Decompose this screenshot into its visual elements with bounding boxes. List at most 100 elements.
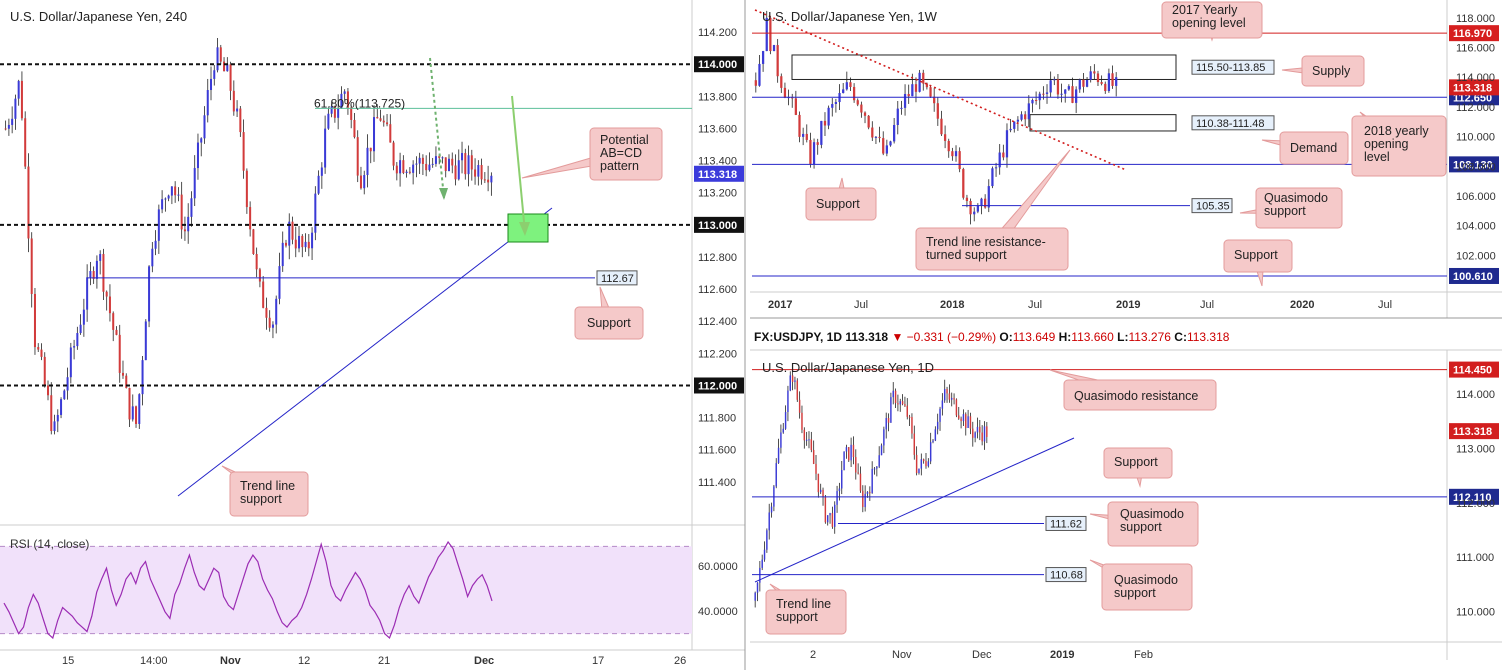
daily-candle — [770, 506, 773, 513]
callout-abcd-text: AB=CD — [600, 146, 642, 160]
daily-candle — [841, 470, 843, 489]
weekly-candle — [1085, 79, 1089, 87]
callout-qm-weekly-text: Quasimodo — [1264, 191, 1328, 205]
level-tag: 112.110 — [1453, 492, 1492, 504]
daily-candle — [834, 504, 836, 527]
y-tick-4h: 111.800 — [698, 413, 736, 425]
daily-candle — [951, 397, 953, 400]
weekly-candle — [849, 82, 852, 87]
h4-candle — [447, 158, 451, 171]
h4-candle — [418, 157, 421, 164]
h4-candle — [174, 186, 177, 196]
daily-candle — [777, 447, 780, 464]
daily-candle — [817, 473, 820, 493]
h4-candle — [379, 118, 382, 121]
weekly-candle — [947, 140, 950, 152]
h4-candle — [291, 221, 294, 240]
h4-candle — [412, 164, 415, 173]
daily-candle — [929, 442, 932, 462]
h4-candle — [242, 132, 245, 171]
y-tick-daily: 112.000 — [1456, 498, 1495, 510]
h4-candle — [118, 334, 121, 373]
level-tag: 114.000 — [698, 59, 737, 71]
h4-candle — [232, 90, 235, 112]
ohlc-symbol: FX:USDJPY, 1D — [754, 330, 842, 344]
daily-candle — [761, 559, 763, 568]
h4-candle — [151, 248, 154, 267]
h4-candle — [46, 385, 50, 396]
callout-trend-weekly-text: turned support — [926, 248, 1007, 262]
h4-candle — [108, 296, 111, 314]
weekly-candle — [900, 107, 903, 109]
daily-candle — [852, 444, 855, 458]
y-tick-weekly: 110.000 — [1456, 132, 1495, 144]
weekly-candle — [1031, 99, 1034, 104]
support-label-bg — [596, 270, 638, 286]
h4-candle — [128, 387, 131, 420]
h4-candle — [461, 153, 464, 161]
ohlc-o_label: O: — [999, 330, 1012, 344]
x-tick-weekly: 2018 — [940, 299, 964, 311]
h4-candle — [252, 229, 255, 255]
weekly-candle — [1056, 79, 1060, 95]
h4-candle — [56, 414, 59, 422]
y-tick-weekly: 112.000 — [1456, 102, 1495, 114]
weekly-candle — [1078, 79, 1081, 90]
daily-candle — [855, 457, 857, 473]
h4-candle — [73, 346, 76, 348]
daily-candle — [803, 429, 806, 441]
h4-candle — [470, 155, 473, 170]
daily-candle — [976, 426, 979, 433]
daily-candle — [871, 468, 873, 494]
h4-candle — [105, 291, 108, 297]
level-tag: 112.000 — [698, 380, 737, 392]
y-tick-weekly: 114.000 — [1456, 72, 1495, 84]
h4-candle — [219, 47, 222, 62]
h4-candle — [441, 157, 444, 159]
callout-trend-4h — [221, 465, 309, 517]
h4-candle — [405, 171, 408, 173]
weekly-candle — [907, 93, 910, 97]
h4-candle — [95, 260, 98, 279]
level-tag: 116.970 — [1453, 28, 1492, 40]
daily-candle — [880, 445, 883, 456]
callout-support2-weekly — [1223, 239, 1293, 287]
weekly-candle — [893, 124, 896, 142]
daily-candle — [824, 497, 827, 523]
h4-candle — [20, 80, 23, 119]
level-tag-bg — [694, 377, 744, 394]
callout-cover — [1105, 449, 1171, 477]
h4-candle — [275, 298, 278, 325]
ohlc-c: 113.318 — [1187, 330, 1230, 344]
x-tick-weekly: 2017 — [768, 299, 792, 311]
callout-qm-res-text: Quasimodo resistance — [1074, 389, 1198, 403]
callout-support-weekly — [805, 177, 877, 221]
daily-candle — [780, 432, 782, 448]
callout-trend-weekly — [915, 149, 1071, 271]
h4-candle — [33, 293, 36, 348]
callout-cover — [1163, 3, 1261, 37]
daily-candle — [953, 397, 955, 400]
level-tag-bg — [1449, 25, 1499, 42]
daily-candle — [969, 416, 972, 429]
weekly-candle — [914, 84, 918, 92]
last-price-tag-bg — [1449, 423, 1499, 440]
y-tick-weekly: 118.000 — [1456, 13, 1495, 25]
h4-candle — [30, 238, 33, 294]
h4-candle — [262, 281, 265, 308]
h4-candle — [50, 395, 53, 432]
weekly-candle — [809, 139, 812, 165]
weekly-candle — [1111, 73, 1114, 86]
x-tick-4h: 14:00 — [140, 655, 168, 667]
weekly-candle — [896, 108, 899, 125]
daily-candle — [897, 403, 899, 405]
weekly-candle — [933, 96, 936, 104]
h4-candle — [255, 254, 258, 270]
level-tag: 108.130 — [1453, 159, 1493, 171]
callout-2017 — [1161, 1, 1263, 42]
daily-candle — [955, 399, 958, 416]
daily-candle — [836, 491, 838, 505]
x-tick-4h: Nov — [220, 655, 242, 667]
weekly-candle — [965, 197, 969, 201]
daily-candle — [967, 416, 969, 428]
